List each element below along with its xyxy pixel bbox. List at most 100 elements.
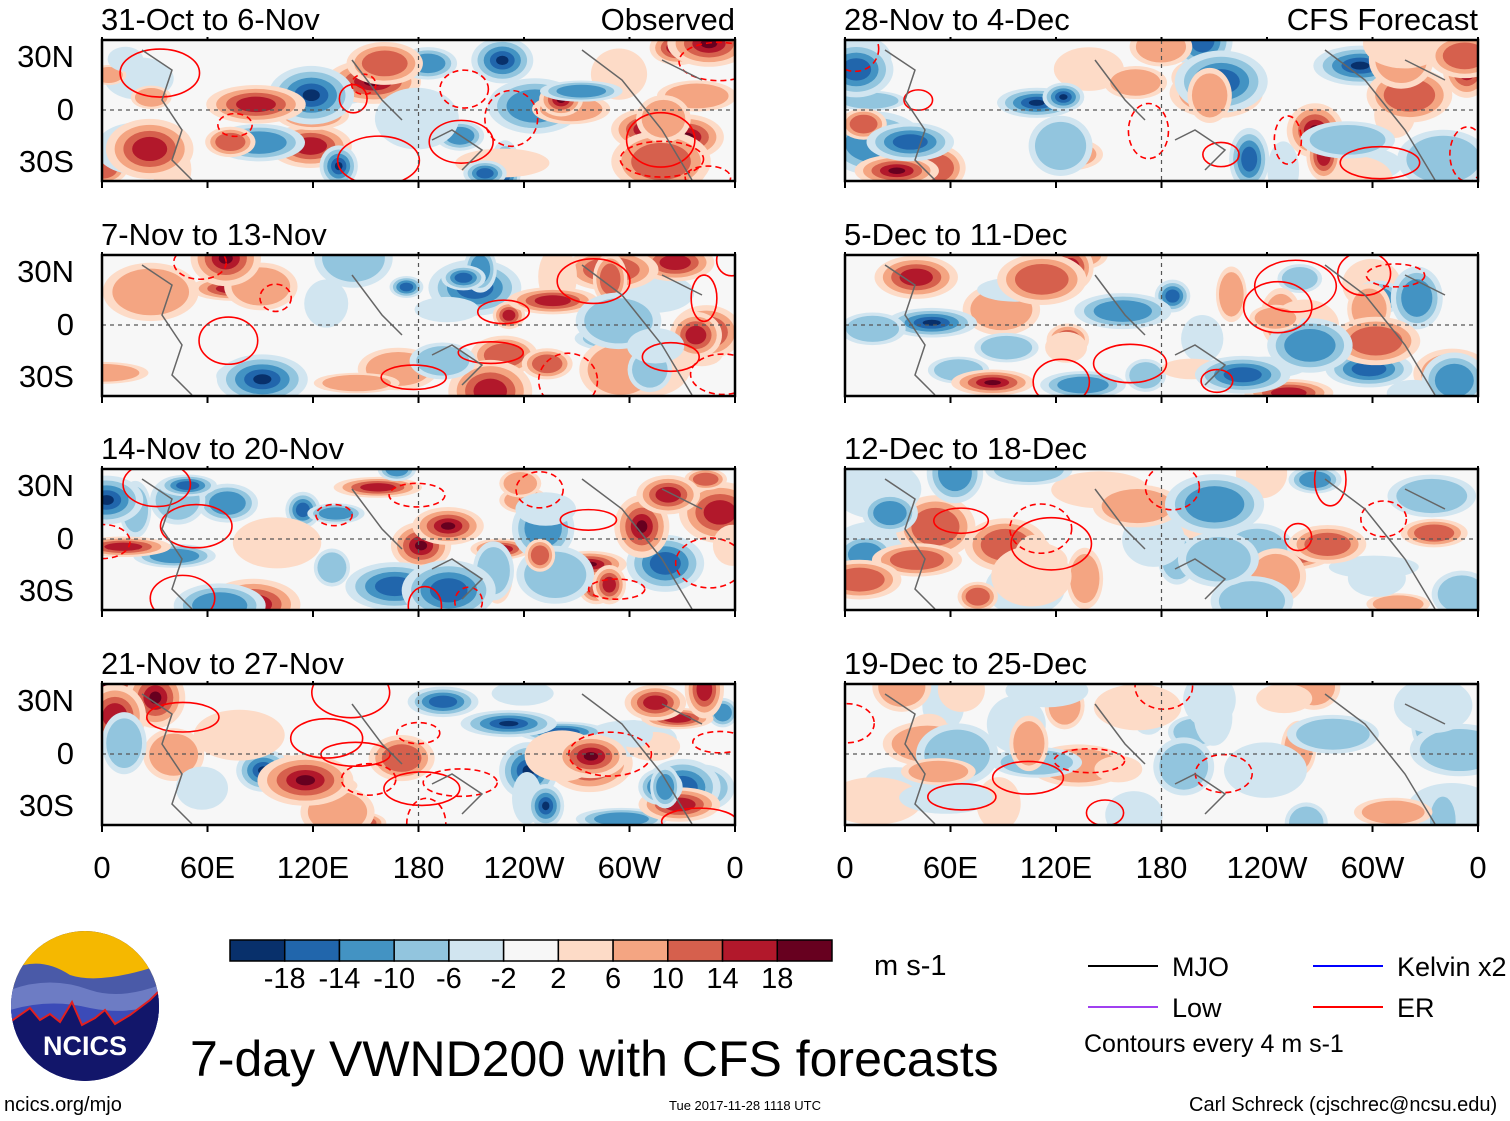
anomaly-shading bbox=[1105, 791, 1163, 825]
er-contour bbox=[340, 762, 397, 796]
anomaly-shading bbox=[878, 684, 926, 707]
lon-tick-label: 0 bbox=[836, 850, 854, 885]
panel-title: 28-Nov to 4-Dec bbox=[844, 2, 1070, 37]
er-contour bbox=[1449, 126, 1478, 181]
lat-tick-label: 0 bbox=[56, 521, 74, 556]
er-contour bbox=[1009, 503, 1073, 555]
anomaly-shading bbox=[602, 576, 616, 593]
anomaly-shading bbox=[491, 684, 554, 706]
map-panel bbox=[100, 37, 737, 188]
er-contour bbox=[217, 112, 253, 138]
anomaly-shading bbox=[361, 50, 408, 77]
anomaly-shading bbox=[937, 684, 985, 712]
er-contour bbox=[684, 165, 732, 181]
anomaly-shading bbox=[1350, 61, 1370, 70]
legend-line bbox=[1088, 965, 1158, 967]
anomaly-shading bbox=[845, 567, 885, 592]
lon-tick-label: 60W bbox=[597, 850, 662, 885]
anomaly-shading bbox=[473, 378, 508, 396]
anomaly-shading bbox=[692, 472, 719, 486]
lat-tick-label: 0 bbox=[56, 736, 74, 771]
anomaly-shading bbox=[1401, 279, 1433, 317]
colorbar-swatch bbox=[776, 939, 833, 962]
colorbar-label: 18 bbox=[761, 963, 794, 995]
panel-title: 31-Oct to 6-Nov bbox=[101, 2, 320, 37]
lat-tick-label: 30S bbox=[18, 573, 74, 608]
anomaly-shading bbox=[1218, 581, 1286, 610]
anomaly-shading bbox=[322, 374, 391, 392]
anomaly-shading bbox=[1361, 800, 1425, 824]
er-contour bbox=[1092, 343, 1168, 384]
anomaly-shading bbox=[656, 774, 675, 800]
er-contour bbox=[439, 69, 490, 109]
panel-title: 5-Dec to 11-Dec bbox=[844, 217, 1068, 252]
site-link[interactable]: ncics.org/mjo bbox=[4, 1094, 122, 1116]
er-contour bbox=[172, 255, 228, 281]
anomaly-shading bbox=[899, 268, 933, 286]
lat-tick-label: 0 bbox=[56, 92, 74, 127]
anomaly-shading bbox=[1159, 743, 1209, 790]
anomaly-shading bbox=[399, 282, 414, 292]
er-contour bbox=[1200, 368, 1234, 394]
colorbar-label: -2 bbox=[490, 963, 517, 995]
anomaly-shading bbox=[700, 40, 718, 49]
anomaly-shading bbox=[175, 766, 229, 810]
er-contour bbox=[715, 255, 735, 277]
anomaly-shading bbox=[583, 751, 599, 761]
er-contour bbox=[476, 299, 530, 325]
legend-label: ER bbox=[1397, 993, 1435, 1023]
er-contour bbox=[845, 40, 880, 73]
anomaly-shading bbox=[104, 542, 143, 551]
er-contour bbox=[660, 807, 735, 825]
lat-tick-label: 30N bbox=[17, 683, 74, 718]
anomaly-shading bbox=[295, 502, 310, 518]
colorbar-units: m s-1 bbox=[874, 950, 947, 982]
colorbar-label: 10 bbox=[651, 963, 684, 995]
lat-tick-label: 30S bbox=[18, 359, 74, 394]
anomaly-shading bbox=[908, 760, 969, 783]
anomaly-shading bbox=[428, 695, 458, 708]
anomaly-shading bbox=[1267, 141, 1300, 181]
anomaly-shading bbox=[1419, 728, 1478, 772]
anomaly-shading bbox=[209, 491, 246, 515]
map-panel bbox=[100, 252, 737, 403]
anomaly-shading bbox=[1372, 595, 1424, 610]
anomaly-shading bbox=[984, 379, 1001, 386]
anomaly-shading bbox=[1429, 796, 1456, 825]
anomaly-shading bbox=[381, 744, 422, 772]
er-contour bbox=[1085, 799, 1125, 825]
anomaly-shading bbox=[643, 695, 668, 710]
anomaly-shading bbox=[849, 114, 878, 134]
map-panel bbox=[843, 466, 1480, 617]
coastlines bbox=[884, 264, 1446, 396]
er-contour bbox=[1010, 516, 1093, 571]
anomaly-shading bbox=[102, 495, 114, 505]
er-contour bbox=[407, 585, 443, 610]
anomaly-shading bbox=[360, 483, 396, 492]
er-contour bbox=[1053, 747, 1126, 774]
anomaly-shading bbox=[845, 777, 923, 825]
anomaly-shading bbox=[102, 364, 140, 382]
er-contour bbox=[380, 364, 447, 391]
colorbar-label: 2 bbox=[550, 963, 567, 995]
er-contour bbox=[338, 83, 368, 114]
anomaly-shading bbox=[1013, 721, 1045, 766]
anomaly-shading bbox=[965, 587, 990, 606]
author-credit: Carl Schreck (cjschrec@ncsu.edu) bbox=[1189, 1094, 1498, 1116]
er-contour bbox=[674, 537, 735, 589]
anomaly-shading bbox=[1351, 361, 1387, 377]
legend-label: MJO bbox=[1172, 952, 1229, 982]
anomaly-shading bbox=[192, 592, 248, 610]
column-label: Observed bbox=[600, 2, 735, 37]
anomaly-shading bbox=[1013, 534, 1055, 589]
lon-tick-label: 120W bbox=[1226, 850, 1308, 885]
colorbar-label: -6 bbox=[436, 963, 462, 995]
legend-line bbox=[1313, 1006, 1383, 1008]
er-contour bbox=[692, 730, 735, 754]
anomaly-shading bbox=[112, 268, 190, 316]
anomaly-shading bbox=[531, 354, 563, 374]
anomaly-shading bbox=[659, 255, 691, 271]
lat-tick-label: 30N bbox=[17, 39, 74, 74]
er-contour bbox=[933, 507, 990, 535]
anomaly-shading bbox=[534, 295, 571, 307]
